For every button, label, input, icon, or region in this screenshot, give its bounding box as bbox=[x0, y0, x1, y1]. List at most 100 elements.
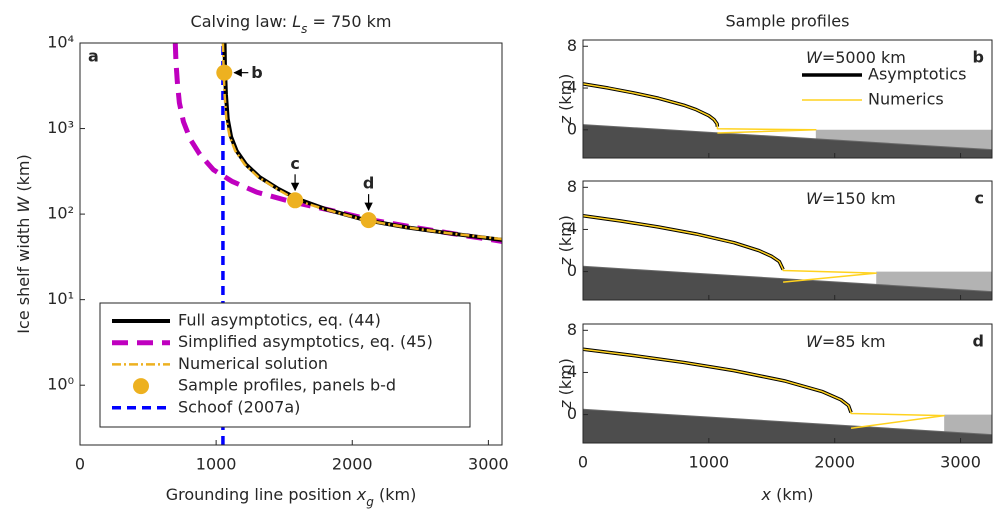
x-tick-label: 2000 bbox=[332, 455, 373, 474]
y-axis-label: z (km) bbox=[556, 215, 575, 267]
legend-label: Numerical solution bbox=[178, 354, 328, 373]
x-tick-label: 1000 bbox=[688, 453, 729, 472]
ocean bbox=[815, 129, 992, 150]
series-line bbox=[583, 214, 785, 271]
annotation: W=85 km bbox=[806, 332, 886, 351]
x-axis-label: x (km) bbox=[761, 485, 814, 504]
x-tick-label: 3000 bbox=[468, 455, 509, 474]
bed-rock bbox=[583, 409, 992, 443]
y-tick-label: 0 bbox=[567, 119, 577, 138]
sample-point bbox=[216, 64, 233, 81]
y-tick-label: 10¹ bbox=[47, 289, 74, 308]
plot-area bbox=[583, 214, 992, 300]
y-tick-label: 8 bbox=[567, 36, 577, 55]
y-tick-label: 10⁴ bbox=[47, 33, 74, 52]
text-part: g bbox=[366, 495, 374, 509]
text-part: W bbox=[806, 48, 823, 67]
panel-label: d bbox=[973, 332, 984, 351]
text-part: (km) bbox=[374, 485, 416, 504]
text-part: =150 km bbox=[822, 189, 896, 208]
y-tick-label: 10⁰ bbox=[47, 375, 74, 394]
ocean bbox=[944, 414, 992, 435]
text-part: x bbox=[761, 485, 772, 504]
legend-label: Numerics bbox=[868, 90, 944, 109]
text-part: (km) bbox=[556, 215, 575, 257]
panel-label: a bbox=[88, 47, 99, 66]
y-tick-label: 0 bbox=[567, 404, 577, 423]
legend-label: Full asymptotics, eq. (44) bbox=[178, 311, 381, 330]
series-line bbox=[583, 82, 720, 127]
text-part: Calving law: bbox=[191, 12, 293, 31]
series-line bbox=[583, 215, 877, 283]
legend-label: Sample profiles, panels b-d bbox=[178, 376, 396, 395]
bed-line bbox=[583, 124, 992, 151]
y-axis-label: Ice shelf width W (km) bbox=[14, 154, 33, 333]
y-tick-label: 0 bbox=[567, 261, 577, 280]
axes-box bbox=[582, 323, 993, 444]
series-line bbox=[583, 83, 817, 134]
text-part: s bbox=[301, 22, 307, 36]
text-part: (km) bbox=[771, 485, 813, 504]
text-part: W bbox=[14, 196, 33, 213]
point-label: c bbox=[290, 154, 299, 173]
plot-area bbox=[583, 82, 992, 158]
series-line bbox=[583, 348, 945, 430]
legend-label: Schoof (2007a) bbox=[178, 397, 300, 416]
text-part: (km) bbox=[556, 358, 575, 400]
series-line bbox=[222, 43, 502, 242]
ocean bbox=[876, 271, 992, 292]
text-part: =5000 km bbox=[822, 48, 906, 67]
y-tick-label: 8 bbox=[567, 177, 577, 196]
point-label: d bbox=[363, 174, 374, 193]
panel-label: c bbox=[975, 189, 984, 208]
bed-rock bbox=[583, 124, 992, 158]
text-part: Ice shelf width bbox=[14, 213, 33, 334]
series-line bbox=[583, 347, 853, 414]
text-part: W bbox=[806, 189, 823, 208]
y-tick-label: 10² bbox=[47, 204, 74, 223]
text-part: (km) bbox=[556, 74, 575, 116]
text-part: z bbox=[556, 115, 575, 125]
annotation: W=5000 km bbox=[806, 48, 906, 67]
x-tick-label: 3000 bbox=[940, 453, 981, 472]
text-part: =85 km bbox=[822, 332, 886, 351]
y-tick-label: 10³ bbox=[47, 118, 74, 137]
point-label: b bbox=[251, 63, 262, 82]
x-tick-label: 0 bbox=[578, 453, 588, 472]
x-tick-label: 1000 bbox=[196, 455, 237, 474]
text-part: (km) bbox=[14, 154, 33, 196]
text-part: z bbox=[556, 257, 575, 267]
text-part: Grounding line position bbox=[166, 485, 357, 504]
bed-line bbox=[583, 408, 992, 436]
y-tick-label: 4 bbox=[567, 362, 577, 381]
x-tick-label: 0 bbox=[75, 455, 85, 474]
text-part: x bbox=[356, 485, 367, 504]
text-part: W bbox=[806, 332, 823, 351]
text-part: L bbox=[292, 12, 301, 31]
bed-line bbox=[583, 265, 992, 293]
y-axis-label: z (km) bbox=[556, 74, 575, 126]
y-axis-label: z (km) bbox=[556, 358, 575, 410]
legend-symbol bbox=[133, 378, 149, 395]
annotation: W=150 km bbox=[806, 189, 896, 208]
axes-box bbox=[582, 39, 993, 159]
legend-label: Simplified asymptotics, eq. (45) bbox=[178, 332, 433, 351]
y-tick-label: 8 bbox=[567, 320, 577, 339]
text-part: = 750 km bbox=[307, 12, 391, 31]
legend-label: Asymptotics bbox=[868, 65, 966, 84]
plot-area bbox=[583, 347, 992, 443]
series-line bbox=[221, 43, 502, 241]
sample-point bbox=[360, 212, 377, 229]
sample-point bbox=[287, 192, 304, 209]
panel-title: Calving law: Ls = 750 km bbox=[191, 12, 392, 36]
panel-label: b bbox=[973, 48, 984, 67]
axes-box bbox=[582, 180, 993, 301]
y-tick-label: 4 bbox=[567, 219, 577, 238]
bed-rock bbox=[583, 266, 992, 300]
y-tick-label: 4 bbox=[567, 78, 577, 97]
axes-box bbox=[79, 42, 503, 446]
text-part: z bbox=[556, 400, 575, 410]
panel-title: Sample profiles bbox=[726, 12, 850, 31]
